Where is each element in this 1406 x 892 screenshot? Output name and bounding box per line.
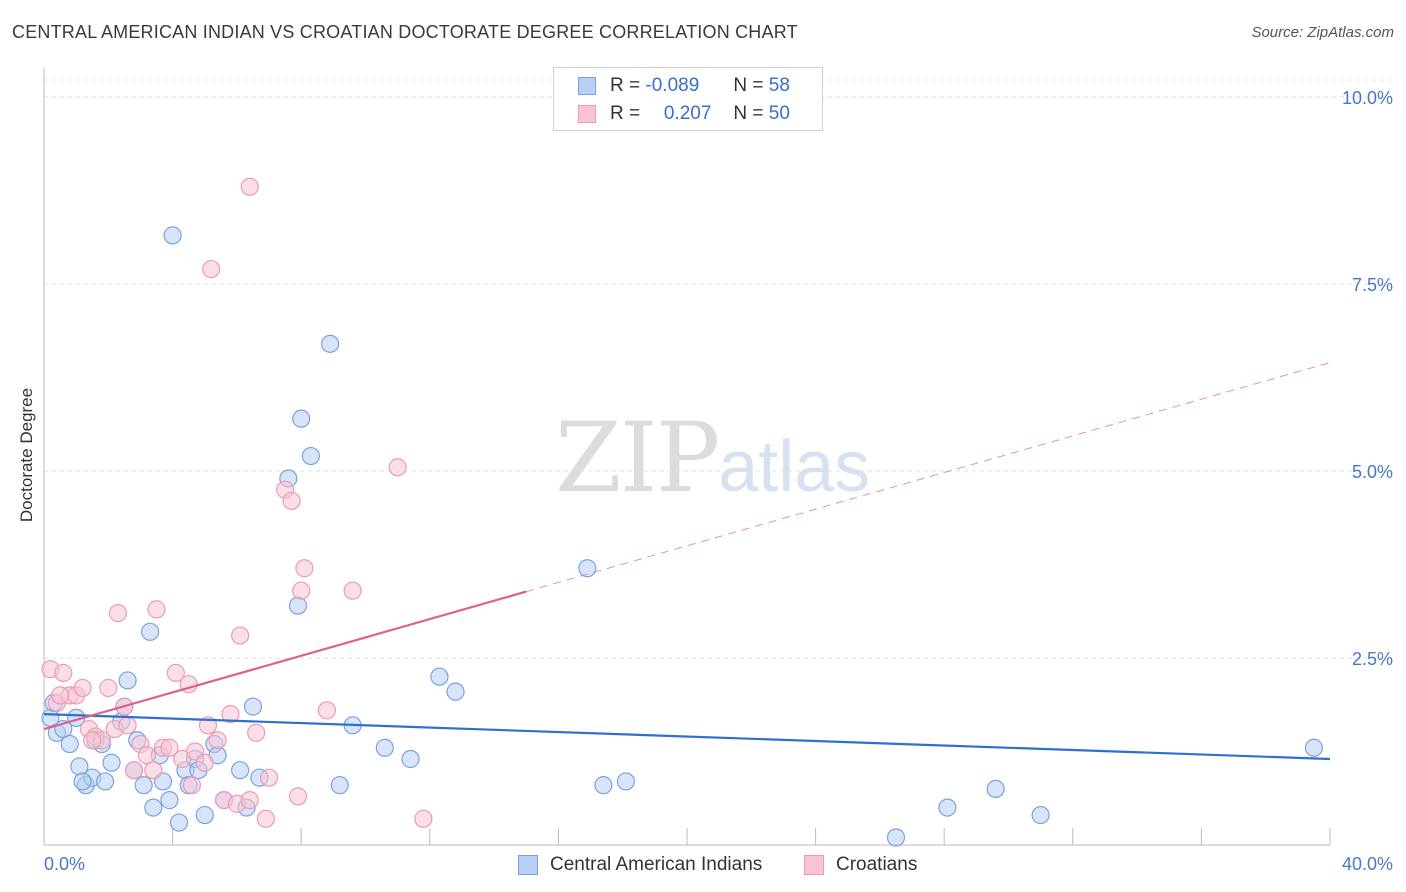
central-american-indian-point bbox=[169, 813, 189, 832]
y-tick-label: 7.5% bbox=[1352, 275, 1393, 295]
central-american-indian-point bbox=[430, 667, 449, 686]
central-american-indian-point bbox=[1031, 805, 1050, 825]
chart-title: CENTRAL AMERICAN INDIAN VS CROATIAN DOCT… bbox=[12, 22, 798, 42]
croatians-trendline bbox=[43, 590, 527, 731]
pink-swatch bbox=[804, 855, 824, 875]
n-value: 58 bbox=[768, 75, 790, 96]
central-american-indian-point bbox=[60, 734, 79, 754]
legend-label: Croatians bbox=[836, 854, 918, 875]
n-label: N = bbox=[733, 103, 764, 124]
croatian-point bbox=[240, 791, 259, 810]
central-american-indian-point bbox=[134, 776, 153, 795]
n-value: 50 bbox=[768, 103, 790, 124]
croatian-point bbox=[317, 701, 337, 720]
central-american-indian-point bbox=[102, 753, 121, 772]
croatian-point bbox=[343, 581, 362, 600]
croatian-point bbox=[108, 604, 128, 623]
r-value: 0.207 bbox=[663, 103, 712, 124]
legend-row-central-american-indians: R = -0.089 N = 58 bbox=[578, 73, 790, 99]
croatian-point bbox=[83, 731, 102, 750]
croatian-point bbox=[195, 753, 214, 772]
central-american-indian-point bbox=[301, 446, 320, 466]
r-label: R = bbox=[610, 103, 641, 124]
croatian-point bbox=[202, 259, 221, 279]
central-american-indian-point bbox=[243, 697, 263, 716]
croatian-point bbox=[256, 809, 275, 828]
y-tick-label: 5.0% bbox=[1352, 462, 1393, 482]
blue-swatch bbox=[578, 77, 596, 95]
croatian-point bbox=[137, 746, 156, 765]
croatian-point bbox=[144, 761, 163, 780]
croatian-point bbox=[73, 678, 92, 698]
legend-item-central-american-indians: Central American Indians bbox=[518, 852, 762, 878]
r-label: R = bbox=[610, 75, 641, 96]
central-american-indian-point bbox=[163, 226, 182, 245]
central-american-indian-point bbox=[446, 682, 465, 701]
croatian-point bbox=[388, 458, 407, 477]
central-american-indian-point bbox=[578, 559, 597, 578]
watermark-zip: ZIP bbox=[555, 402, 720, 514]
central-american-indian-point bbox=[118, 671, 137, 690]
chart-source: Source: ZipAtlas.com bbox=[1251, 24, 1394, 41]
central-american-indian-point bbox=[288, 596, 308, 615]
legend-row-croatians: R = 0.207 N = 50 bbox=[578, 101, 790, 127]
croatian-point bbox=[240, 177, 259, 196]
croatian-point bbox=[166, 663, 185, 683]
croatian-point bbox=[292, 581, 311, 600]
watermark: ZIPatlas bbox=[555, 402, 870, 514]
croatian-point bbox=[295, 559, 314, 578]
y-tick-label: 2.5% bbox=[1352, 649, 1393, 669]
croatian-point bbox=[231, 626, 250, 645]
croatian-point bbox=[54, 663, 73, 683]
croatian-point bbox=[99, 678, 118, 698]
blue-swatch bbox=[518, 855, 538, 875]
x-tick-label: 0.0% bbox=[44, 854, 85, 874]
legend-label: Central American Indians bbox=[550, 854, 763, 875]
central-american-indian-point bbox=[195, 805, 214, 825]
croatian-point bbox=[288, 787, 308, 806]
croatian-point bbox=[160, 738, 179, 757]
central-american-indian-point bbox=[95, 772, 115, 791]
croatian-point bbox=[208, 731, 227, 750]
pink-swatch bbox=[578, 105, 596, 123]
central-american-indian-point bbox=[292, 409, 311, 428]
n-label: N = bbox=[733, 75, 764, 96]
croatian-point bbox=[259, 768, 279, 787]
croatian-point bbox=[118, 716, 137, 735]
croatians-trendline-extension bbox=[526, 362, 1331, 593]
croatian-point bbox=[247, 723, 266, 742]
central-american-indian-point bbox=[144, 798, 163, 817]
central-american-indian-point bbox=[986, 779, 1005, 799]
central-american-indian-point bbox=[938, 798, 957, 817]
croatian-point bbox=[221, 704, 240, 724]
central-american-indian-point bbox=[401, 749, 420, 769]
central-american-indian-point bbox=[140, 622, 160, 641]
central-american-indian-point bbox=[594, 776, 613, 795]
central-american-indian-point bbox=[321, 334, 340, 353]
croatian-point bbox=[147, 600, 166, 619]
central-american-indian-point bbox=[375, 738, 394, 757]
x-tick-label: 40.0% bbox=[1342, 854, 1393, 874]
croatian-point bbox=[124, 761, 144, 780]
y-tick-label: 10.0% bbox=[1342, 88, 1393, 108]
central-american-indian-point bbox=[231, 761, 250, 780]
central-american-indians-trendline bbox=[43, 713, 1331, 761]
legend-item-croatians: Croatians bbox=[804, 852, 917, 878]
central-american-indian-point bbox=[160, 791, 179, 810]
central-american-indian-point bbox=[330, 776, 349, 795]
central-american-indian-point bbox=[1304, 738, 1324, 757]
central-american-indian-point bbox=[886, 828, 906, 847]
central-american-indian-point bbox=[616, 772, 636, 791]
croatian-point bbox=[414, 809, 433, 828]
correlation-legend: R = -0.089 N = 58 R = 0.207 N = 50 bbox=[553, 67, 823, 131]
croatian-point bbox=[182, 776, 201, 795]
r-value: -0.089 bbox=[645, 75, 700, 96]
croatian-point bbox=[282, 491, 301, 511]
central-american-indian-point bbox=[73, 772, 92, 791]
croatian-point bbox=[50, 686, 70, 705]
watermark-atlas: atlas bbox=[718, 427, 871, 507]
